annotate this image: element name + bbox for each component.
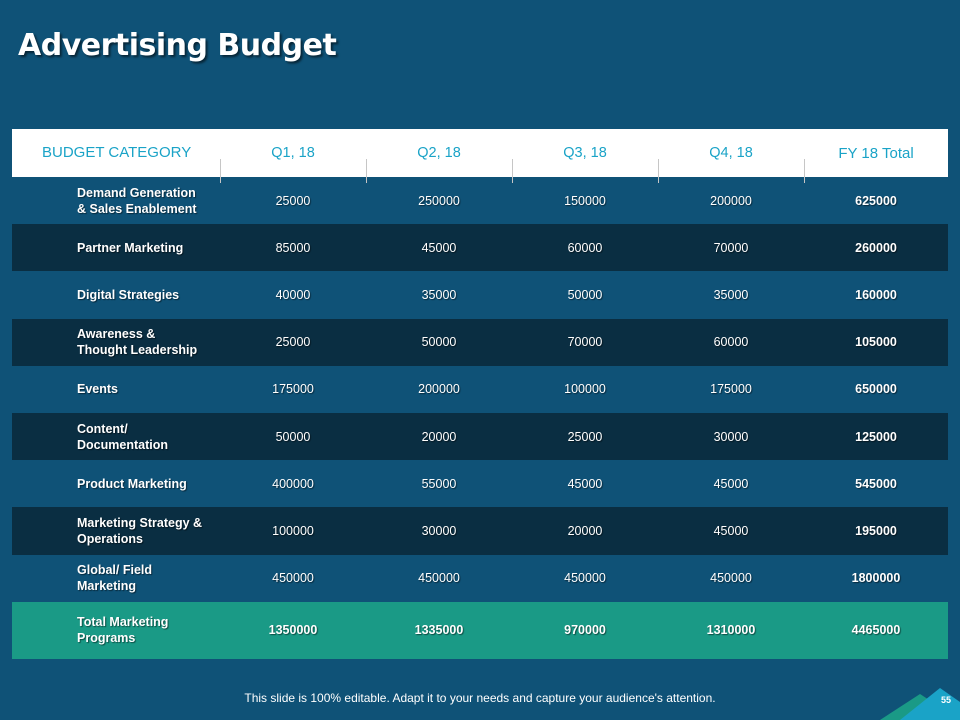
table-row: Demand Generation & Sales Enablement 2500… [12, 177, 948, 225]
table-row: Partner Marketing 85000 45000 60000 70000 260… [12, 224, 948, 272]
row-fy-total: 125000 [855, 429, 897, 444]
row-q4: 45000 [713, 523, 749, 538]
row-q1: 400000 [272, 476, 314, 491]
page-number: 55 [940, 695, 951, 705]
row-category: Events [77, 382, 118, 397]
row-q4: 70000 [713, 240, 749, 255]
row-q1: 100000 [272, 523, 314, 538]
row-q3: 150000 [564, 193, 606, 208]
row-q2: 50000 [421, 335, 457, 350]
budget-table: BUDGET CATEGORY Q1, 18 Q2, 18 Q3, 18 Q4,… [12, 129, 948, 659]
row-fy-total: 545000 [855, 476, 897, 491]
corner-decoration [880, 688, 960, 720]
row-category: Product Marketing [77, 476, 187, 491]
row-q3: 100000 [564, 382, 606, 397]
row-fy-total: 650000 [855, 382, 897, 397]
row-q3: 450000 [564, 571, 606, 586]
row-q4: 35000 [713, 287, 749, 302]
row-q3: 45000 [567, 476, 603, 491]
row-q1: 25000 [275, 193, 311, 208]
header-budget-category: BUDGET CATEGORY [42, 144, 192, 161]
total-category: Total Marketing Programs [77, 615, 169, 646]
row-q1: 175000 [272, 382, 314, 397]
row-q1: 25000 [275, 335, 311, 350]
total-q4: 1310000 [706, 623, 756, 638]
row-q2: 250000 [418, 193, 460, 208]
row-category: Global/ Field Marketing [77, 563, 153, 594]
slide-title: Advertising Budget [18, 28, 337, 63]
row-q2: 45000 [421, 240, 457, 255]
row-category: Partner Marketing [77, 240, 184, 255]
row-q1: 50000 [275, 429, 311, 444]
row-q3: 20000 [567, 523, 603, 538]
slide-footer-note: This slide is 100% editable. Adapt it to… [244, 691, 716, 705]
row-category: Digital Strategies [77, 287, 180, 302]
table-header-row: BUDGET CATEGORY Q1, 18 Q2, 18 Q3, 18 Q4,… [12, 129, 948, 183]
table-total-row: Total Marketing Programs 1350000 1335000… [12, 601, 948, 659]
row-q1: 450000 [272, 571, 314, 586]
row-q3: 60000 [567, 240, 603, 255]
row-q2: 200000 [418, 382, 460, 397]
row-fy-total: 260000 [855, 240, 897, 255]
header-q1: Q1, 18 [220, 145, 366, 183]
row-q4: 45000 [713, 476, 749, 491]
row-q4: 60000 [713, 335, 749, 350]
table-row: Content/ Documentation 50000 20000 25000 300… [12, 412, 948, 461]
row-fy-total: 1800000 [851, 571, 901, 586]
row-fy-total: 105000 [855, 335, 897, 350]
row-fy-total: 195000 [855, 523, 897, 538]
row-category: Content/ Documentation [77, 421, 168, 452]
row-q4: 200000 [710, 193, 752, 208]
row-q1: 85000 [275, 240, 311, 255]
row-q3: 50000 [567, 287, 603, 302]
total-q1: 1350000 [268, 623, 318, 638]
row-q3: 25000 [567, 429, 603, 444]
row-q2: 35000 [421, 287, 457, 302]
row-q4: 30000 [713, 429, 749, 444]
header-fy-total: FY 18 Total [804, 145, 948, 183]
row-q4: 450000 [710, 571, 752, 586]
total-q3: 970000 [564, 623, 606, 638]
row-q2: 20000 [421, 429, 457, 444]
row-q1: 40000 [275, 287, 311, 302]
total-fy-total: 4465000 [851, 623, 901, 638]
row-q2: 30000 [421, 523, 457, 538]
row-fy-total: 160000 [855, 287, 897, 302]
header-q3: Q3, 18 [512, 145, 658, 183]
row-category: Demand Generation & Sales Enablement [77, 185, 197, 216]
row-category: Marketing Strategy & Operations [77, 515, 203, 546]
row-q4: 175000 [710, 382, 752, 397]
row-q3: 70000 [567, 335, 603, 350]
total-q2: 1335000 [414, 623, 464, 638]
table-row: Product Marketing 400000 55000 45000 45000 54… [12, 460, 948, 508]
table-row: Events 175000 200000 100000 175000 650000 [12, 365, 948, 413]
row-category: Awareness & Thought Leadership [77, 327, 198, 358]
table-body: Demand Generation & Sales Enablement 2500… [12, 177, 948, 602]
row-q2: 55000 [421, 476, 457, 491]
row-q2: 450000 [418, 571, 460, 586]
table-row: Digital Strategies 40000 35000 50000 35000 16… [12, 271, 948, 319]
table-row: Global/ Field Marketing 450000 450000 45000… [12, 554, 948, 602]
header-q4: Q4, 18 [658, 145, 804, 183]
table-row: Marketing Strategy & Operations 100000 300… [12, 507, 948, 555]
header-q2: Q2, 18 [366, 145, 512, 183]
row-fy-total: 625000 [855, 193, 897, 208]
table-row: Awareness & Thought Leadership 25000 50000… [12, 318, 948, 366]
